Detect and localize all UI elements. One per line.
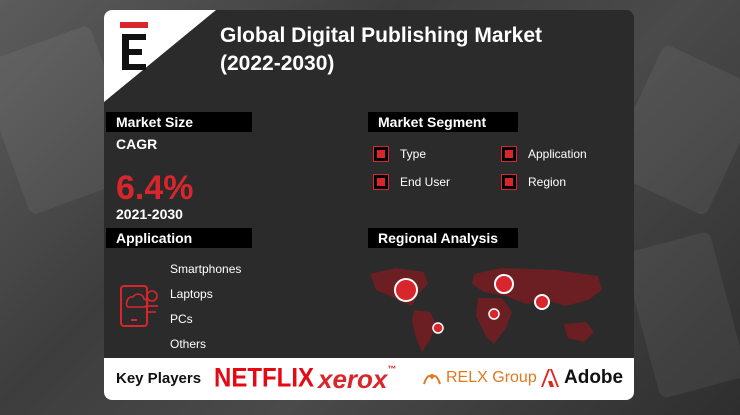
key-players-bar: Key Players NETFLIX xerox™ RELX Group Ad… (104, 358, 634, 400)
segment-item-label: Type (400, 147, 427, 161)
cagr-period: 2021-2030 (116, 206, 183, 222)
application-item: Smartphones (170, 262, 242, 276)
segment-bullet-icon (502, 175, 516, 189)
application-label: Application (106, 228, 252, 248)
segment-item: Application (502, 147, 587, 161)
segment-item-label: Region (528, 175, 567, 189)
relx-logo: RELX Group (422, 369, 537, 387)
relx-logo-text: RELX Group (446, 369, 537, 386)
segment-item: End User (374, 175, 450, 189)
xerox-logo: xerox™ (318, 364, 396, 395)
device-cloud-icon (120, 285, 158, 327)
world-map-icon (370, 268, 602, 352)
market-size-label: Market Size (106, 112, 252, 132)
infographic-card: Global Digital Publishing Market (2022-2… (104, 10, 634, 400)
segment-item-label: Application (528, 147, 587, 161)
segment-bullet-icon (502, 147, 516, 161)
relx-tree-icon (423, 374, 441, 385)
page-title: Global Digital Publishing Market (2022-2… (220, 22, 620, 78)
market-segment-label: Market Segment (368, 112, 518, 132)
application-item: Others (170, 337, 207, 351)
cagr-label: CAGR (116, 136, 158, 152)
background-phone-shape (622, 230, 740, 400)
xerox-tm: ™ (387, 364, 397, 374)
segment-item: Region (502, 175, 566, 189)
title-line-1: Global Digital Publishing Market (220, 24, 543, 47)
xerox-logo-text: xerox (318, 364, 388, 394)
segment-bullet-icon (374, 147, 388, 161)
adobe-logo-text: Adobe (564, 367, 624, 388)
cagr-value: 6.4% (116, 169, 194, 207)
segment-item-label: End User (400, 175, 451, 189)
key-players-label: Key Players (116, 370, 202, 387)
application-item: Laptops (170, 287, 213, 301)
adobe-logo: Adobe (540, 367, 623, 389)
adobe-a-icon (541, 369, 559, 387)
regional-analysis-label: Regional Analysis (368, 228, 518, 248)
netflix-logo: NETFLIX (214, 363, 314, 394)
e-brand-logo-icon (120, 22, 148, 70)
segment-bullet-icon (374, 175, 388, 189)
application-item: PCs (170, 312, 193, 326)
segment-item: Type (374, 147, 426, 161)
title-line-2: (2022-2030) (220, 52, 335, 75)
